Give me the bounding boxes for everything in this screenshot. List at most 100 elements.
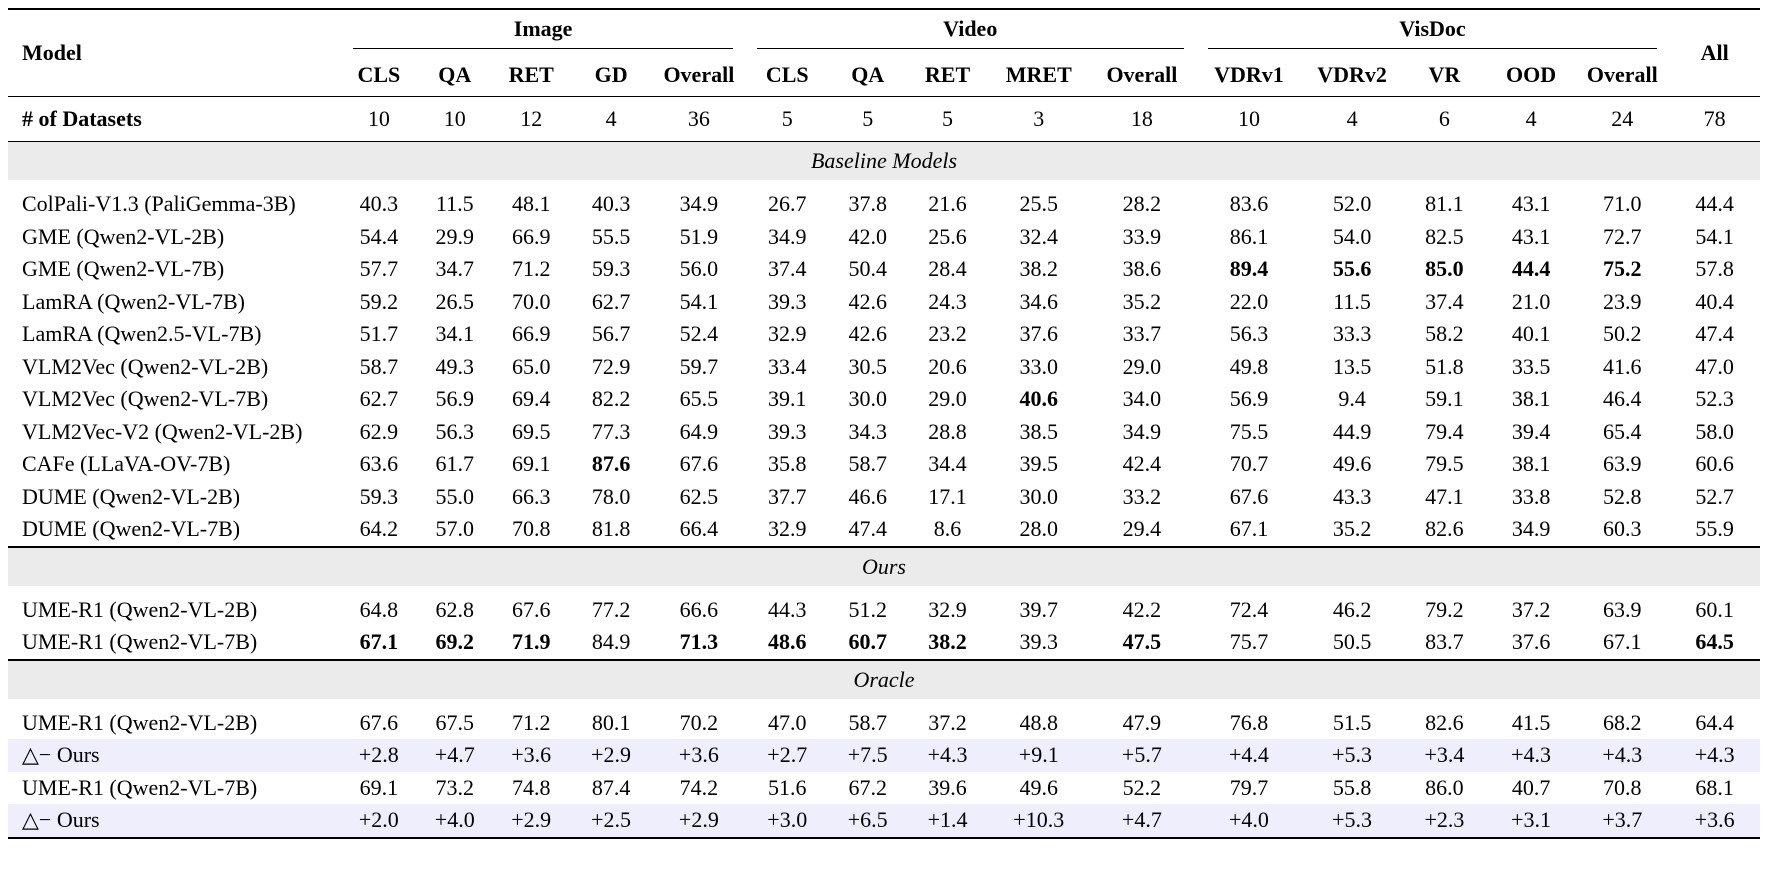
table-cell: 57.8 — [1695, 256, 1734, 282]
table-cell: 70.2 — [679, 709, 719, 735]
model-name: DUME (Qwen2-VL-7B) — [8, 513, 342, 548]
column-header: VR — [1428, 62, 1461, 87]
spacer-row — [8, 180, 1760, 188]
table-cell: 33.9 — [1122, 223, 1162, 249]
table-cell: +7.5 — [829, 739, 906, 772]
table-cell: +3.7 — [1575, 804, 1670, 839]
table-cell: 34.1 — [435, 321, 475, 347]
table-cell: 48.6 — [744, 626, 830, 661]
table-cell: 54.0 — [1332, 223, 1372, 249]
table-cell: +2.9 — [653, 804, 745, 839]
table-row: UME-R1 (Qwen2-VL-7B) 69.1 73.2 74.8 87.4 74.2… — [8, 772, 1760, 805]
model-name: VLM2Vec (Qwen2-VL-2B) — [22, 353, 269, 379]
table-cell: 59.1 — [1425, 386, 1464, 412]
table-cell: 74.2 — [679, 774, 719, 800]
model-name: ColPali-V1.3 (PaliGemma-3B) — [22, 191, 296, 217]
table-cell: 33.7 — [1122, 321, 1162, 347]
table-cell: 47.4 — [1695, 321, 1734, 347]
table-cell: 38.2 — [1019, 256, 1059, 282]
table-cell: 37.2 — [1511, 596, 1551, 622]
table-cell: 68.2 — [1603, 709, 1642, 735]
column-header: Overall — [663, 62, 735, 87]
table-cell: 26.7 — [768, 191, 807, 217]
table-cell: 52.4 — [679, 321, 719, 347]
table-cell: 62.7 — [359, 386, 399, 412]
table-cell: +3.1 — [1486, 804, 1576, 839]
table-cell: 23.9 — [1603, 288, 1642, 314]
table-cell: 58.7 — [848, 451, 887, 477]
model-name: LamRA (Qwen2.5-VL-7B) — [22, 321, 262, 347]
table-cell: 56.3 — [1229, 321, 1269, 347]
table-cell: 52.2 — [1122, 774, 1162, 800]
table-cell: 46.6 — [848, 483, 887, 509]
table-cell: 24.3 — [928, 288, 967, 314]
table-cell: 34.9 — [1486, 513, 1576, 548]
column-header: VDRv1 — [1214, 62, 1284, 87]
group-header: Image — [353, 16, 733, 49]
table-cell: 43.3 — [1332, 483, 1372, 509]
table-cell: 70.0 — [511, 288, 551, 314]
table-cell: 66.4 — [653, 513, 745, 548]
section-row: Ours — [8, 546, 1760, 586]
table-cell: +2.3 — [1401, 804, 1487, 839]
table-cell: 51.7 — [359, 321, 399, 347]
table-cell: 5 — [829, 96, 906, 142]
column-header: Overall — [1106, 62, 1178, 87]
column-header: CLS — [357, 62, 401, 87]
table-cell: 71.3 — [653, 626, 745, 661]
table-cell: 33.2 — [1122, 483, 1162, 509]
table-row: VLM2Vec (Qwen2-VL-7B) 62.7 56.9 69.4 82.2 65.… — [8, 383, 1760, 416]
results-table: Model Image Video VisDoc All CLS QA RET GD Overal… — [8, 8, 1760, 839]
model-name: UME-R1 (Qwen2-VL-2B) — [22, 709, 258, 735]
table-cell: 11.5 — [435, 191, 474, 217]
table-cell: 10 — [341, 96, 417, 142]
table-cell: 54.4 — [359, 223, 399, 249]
table-cell: 39.3 — [989, 626, 1089, 661]
table-cell: 60.6 — [1695, 451, 1734, 477]
column-header: QA — [851, 62, 885, 87]
table-cell: 62.9 — [359, 418, 399, 444]
table-cell: 36 — [653, 96, 745, 142]
table-row: GME (Qwen2-VL-7B) 57.7 34.7 71.2 59.3 56.0 37.… — [8, 253, 1760, 286]
table-cell: 12 — [493, 96, 570, 142]
table-cell: 33.4 — [768, 353, 807, 379]
table-cell: 18 — [1088, 96, 1196, 142]
table-cell: 78.0 — [591, 483, 631, 509]
table-cell: +4.4 — [1195, 739, 1303, 772]
model-name: GME (Qwen2-VL-7B) — [22, 256, 225, 282]
table-cell: 70.8 — [493, 513, 570, 548]
section-row: Oracle — [8, 659, 1760, 699]
table-cell: 66.3 — [511, 483, 551, 509]
table-cell: +4.0 — [416, 804, 494, 839]
table-cell: +4.7 — [1088, 804, 1196, 839]
model-name: UME-R1 (Qwen2-VL-2B) — [22, 596, 258, 622]
row-label: # of Datasets — [8, 96, 342, 142]
table-cell: +4.0 — [1195, 804, 1303, 839]
table-row: △− Ours +2.8 +4.7 +3.6 +2.9 +3.6 +2.7 +7.5 +4.3 +… — [8, 739, 1760, 772]
table-cell: 51.2 — [848, 596, 887, 622]
table-cell: 42.6 — [848, 321, 887, 347]
model-name: LamRA (Qwen2-VL-7B) — [22, 288, 246, 314]
table-cell: +1.4 — [905, 804, 990, 839]
table-cell: +2.5 — [569, 804, 653, 839]
group-header: VisDoc — [1207, 16, 1658, 49]
table-cell: 33.5 — [1511, 353, 1551, 379]
table-cell: 40.7 — [1511, 774, 1551, 800]
group-header-cell: VisDoc — [1195, 8, 1670, 54]
table-cell: 59.7 — [679, 353, 719, 379]
table-cell: 58.7 — [848, 709, 887, 735]
table-cell: 66.6 — [679, 596, 719, 622]
table-cell: 46.2 — [1332, 596, 1372, 622]
table-cell: 52.8 — [1603, 483, 1642, 509]
table-cell: 26.5 — [435, 288, 475, 314]
table-cell: 37.4 — [1425, 288, 1464, 314]
table-cell: 67.5 — [435, 709, 475, 735]
table-cell: +4.3 — [1575, 739, 1670, 772]
table-row: VLM2Vec-V2 (Qwen2-VL-2B) 62.9 56.3 69.5 77.3… — [8, 416, 1760, 449]
table-cell: 77.2 — [591, 596, 631, 622]
table-cell: +2.7 — [744, 739, 830, 772]
table-cell: +4.3 — [1486, 739, 1576, 772]
table-cell: 37.6 — [1019, 321, 1059, 347]
table-cell: 69.1 — [359, 774, 399, 800]
table-cell: 32.9 — [744, 513, 830, 548]
